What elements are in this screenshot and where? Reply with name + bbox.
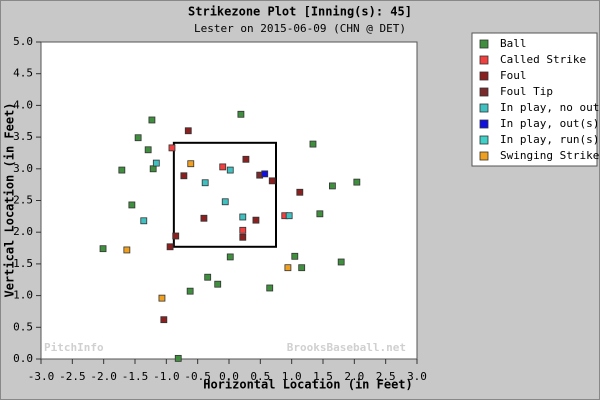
point bbox=[134, 134, 142, 142]
y-tick-label: 2.5 bbox=[13, 194, 33, 207]
legend-label: Swinging Strike bbox=[500, 149, 599, 162]
x-tick-label: -2.0 bbox=[90, 370, 117, 383]
point bbox=[221, 198, 229, 206]
x-tick-label: -2.5 bbox=[59, 370, 86, 383]
point bbox=[118, 166, 126, 174]
legend-label: Called Strike bbox=[500, 53, 586, 66]
x-tick-label: -1.5 bbox=[122, 370, 149, 383]
strike-zone bbox=[172, 141, 277, 248]
y-tick-label: 4.0 bbox=[13, 98, 33, 111]
x-tick-label: 1.0 bbox=[282, 370, 302, 383]
point bbox=[214, 280, 222, 288]
point bbox=[309, 140, 317, 148]
point bbox=[123, 246, 131, 254]
point bbox=[226, 166, 234, 174]
y-tick-label: 5.0 bbox=[13, 35, 33, 48]
point bbox=[298, 264, 306, 272]
watermark: PitchInfo bbox=[44, 341, 104, 354]
legend-marker bbox=[479, 71, 489, 81]
point bbox=[266, 284, 274, 292]
point bbox=[166, 243, 174, 251]
legend-marker bbox=[479, 39, 489, 49]
point bbox=[239, 213, 247, 221]
chart-subtitle: Lester on 2015-06-09 (CHN @ DET) bbox=[194, 22, 406, 35]
legend-label: Foul bbox=[500, 69, 527, 82]
point bbox=[284, 264, 292, 272]
point bbox=[186, 287, 194, 295]
x-tick-label: 0.5 bbox=[250, 370, 270, 383]
y-tick-label: 1.0 bbox=[13, 289, 33, 302]
x-tick-label: 1.5 bbox=[313, 370, 333, 383]
point bbox=[174, 354, 182, 362]
x-tick-label: 2.5 bbox=[376, 370, 396, 383]
point bbox=[268, 177, 276, 185]
chart-title: Strikezone Plot [Inning(s): 45] bbox=[188, 5, 412, 19]
legend-label: In play, out(s) bbox=[500, 117, 599, 130]
legend-marker bbox=[479, 55, 489, 65]
y-tick-label: 1.5 bbox=[13, 257, 33, 270]
point bbox=[239, 233, 247, 241]
y-tick-label: 2.0 bbox=[13, 225, 33, 238]
y-tick-label: 0.0 bbox=[13, 352, 33, 365]
point bbox=[160, 316, 168, 324]
x-tick-label: 0.0 bbox=[219, 370, 239, 383]
point bbox=[168, 144, 176, 152]
x-tick-label: -1.0 bbox=[153, 370, 180, 383]
point bbox=[172, 232, 180, 240]
legend-label: Foul Tip bbox=[500, 85, 553, 98]
point bbox=[128, 201, 136, 209]
point bbox=[316, 210, 324, 218]
point bbox=[219, 163, 227, 171]
point bbox=[158, 294, 166, 302]
legend-marker bbox=[479, 87, 489, 97]
point bbox=[99, 245, 107, 253]
point bbox=[144, 146, 152, 154]
y-tick-label: 4.5 bbox=[13, 67, 33, 80]
point bbox=[184, 127, 192, 135]
point bbox=[291, 252, 299, 260]
legend-label: In play, run(s) bbox=[500, 133, 599, 146]
point bbox=[239, 226, 247, 234]
point bbox=[140, 217, 148, 225]
point bbox=[180, 172, 188, 180]
x-tick-label: 3.0 bbox=[407, 370, 427, 383]
legend-marker bbox=[479, 119, 489, 129]
x-tick-label: 2.0 bbox=[344, 370, 364, 383]
point bbox=[242, 155, 250, 163]
y-tick-label: 0.5 bbox=[13, 320, 33, 333]
point bbox=[296, 188, 304, 196]
x-axis-title: Horizontal Location (in Feet) bbox=[203, 378, 413, 392]
point bbox=[252, 216, 260, 224]
point bbox=[204, 273, 212, 281]
point bbox=[226, 253, 234, 261]
point bbox=[237, 110, 245, 118]
legend-label: Ball bbox=[500, 37, 527, 50]
point bbox=[328, 182, 336, 190]
point bbox=[148, 116, 156, 124]
plot-area bbox=[40, 41, 418, 360]
point bbox=[261, 170, 269, 178]
watermark: BrooksBaseball.net bbox=[287, 341, 406, 354]
legend bbox=[471, 32, 598, 167]
legend-marker bbox=[479, 135, 489, 145]
point bbox=[285, 212, 293, 220]
point bbox=[149, 165, 157, 173]
y-tick-label: 3.0 bbox=[13, 162, 33, 175]
x-tick-label: -3.0 bbox=[28, 370, 55, 383]
y-tick-label: 3.5 bbox=[13, 130, 33, 143]
y-axis-title: Vertical Location (in Feet) bbox=[3, 102, 17, 297]
point bbox=[337, 258, 345, 266]
point bbox=[152, 159, 160, 167]
point bbox=[200, 214, 208, 222]
legend-marker bbox=[479, 103, 489, 113]
point bbox=[201, 179, 209, 187]
legend-label: In play, no out bbox=[500, 101, 599, 114]
point bbox=[187, 160, 195, 168]
legend-marker bbox=[479, 151, 489, 161]
x-tick-label: -0.5 bbox=[184, 370, 211, 383]
point bbox=[353, 178, 361, 186]
